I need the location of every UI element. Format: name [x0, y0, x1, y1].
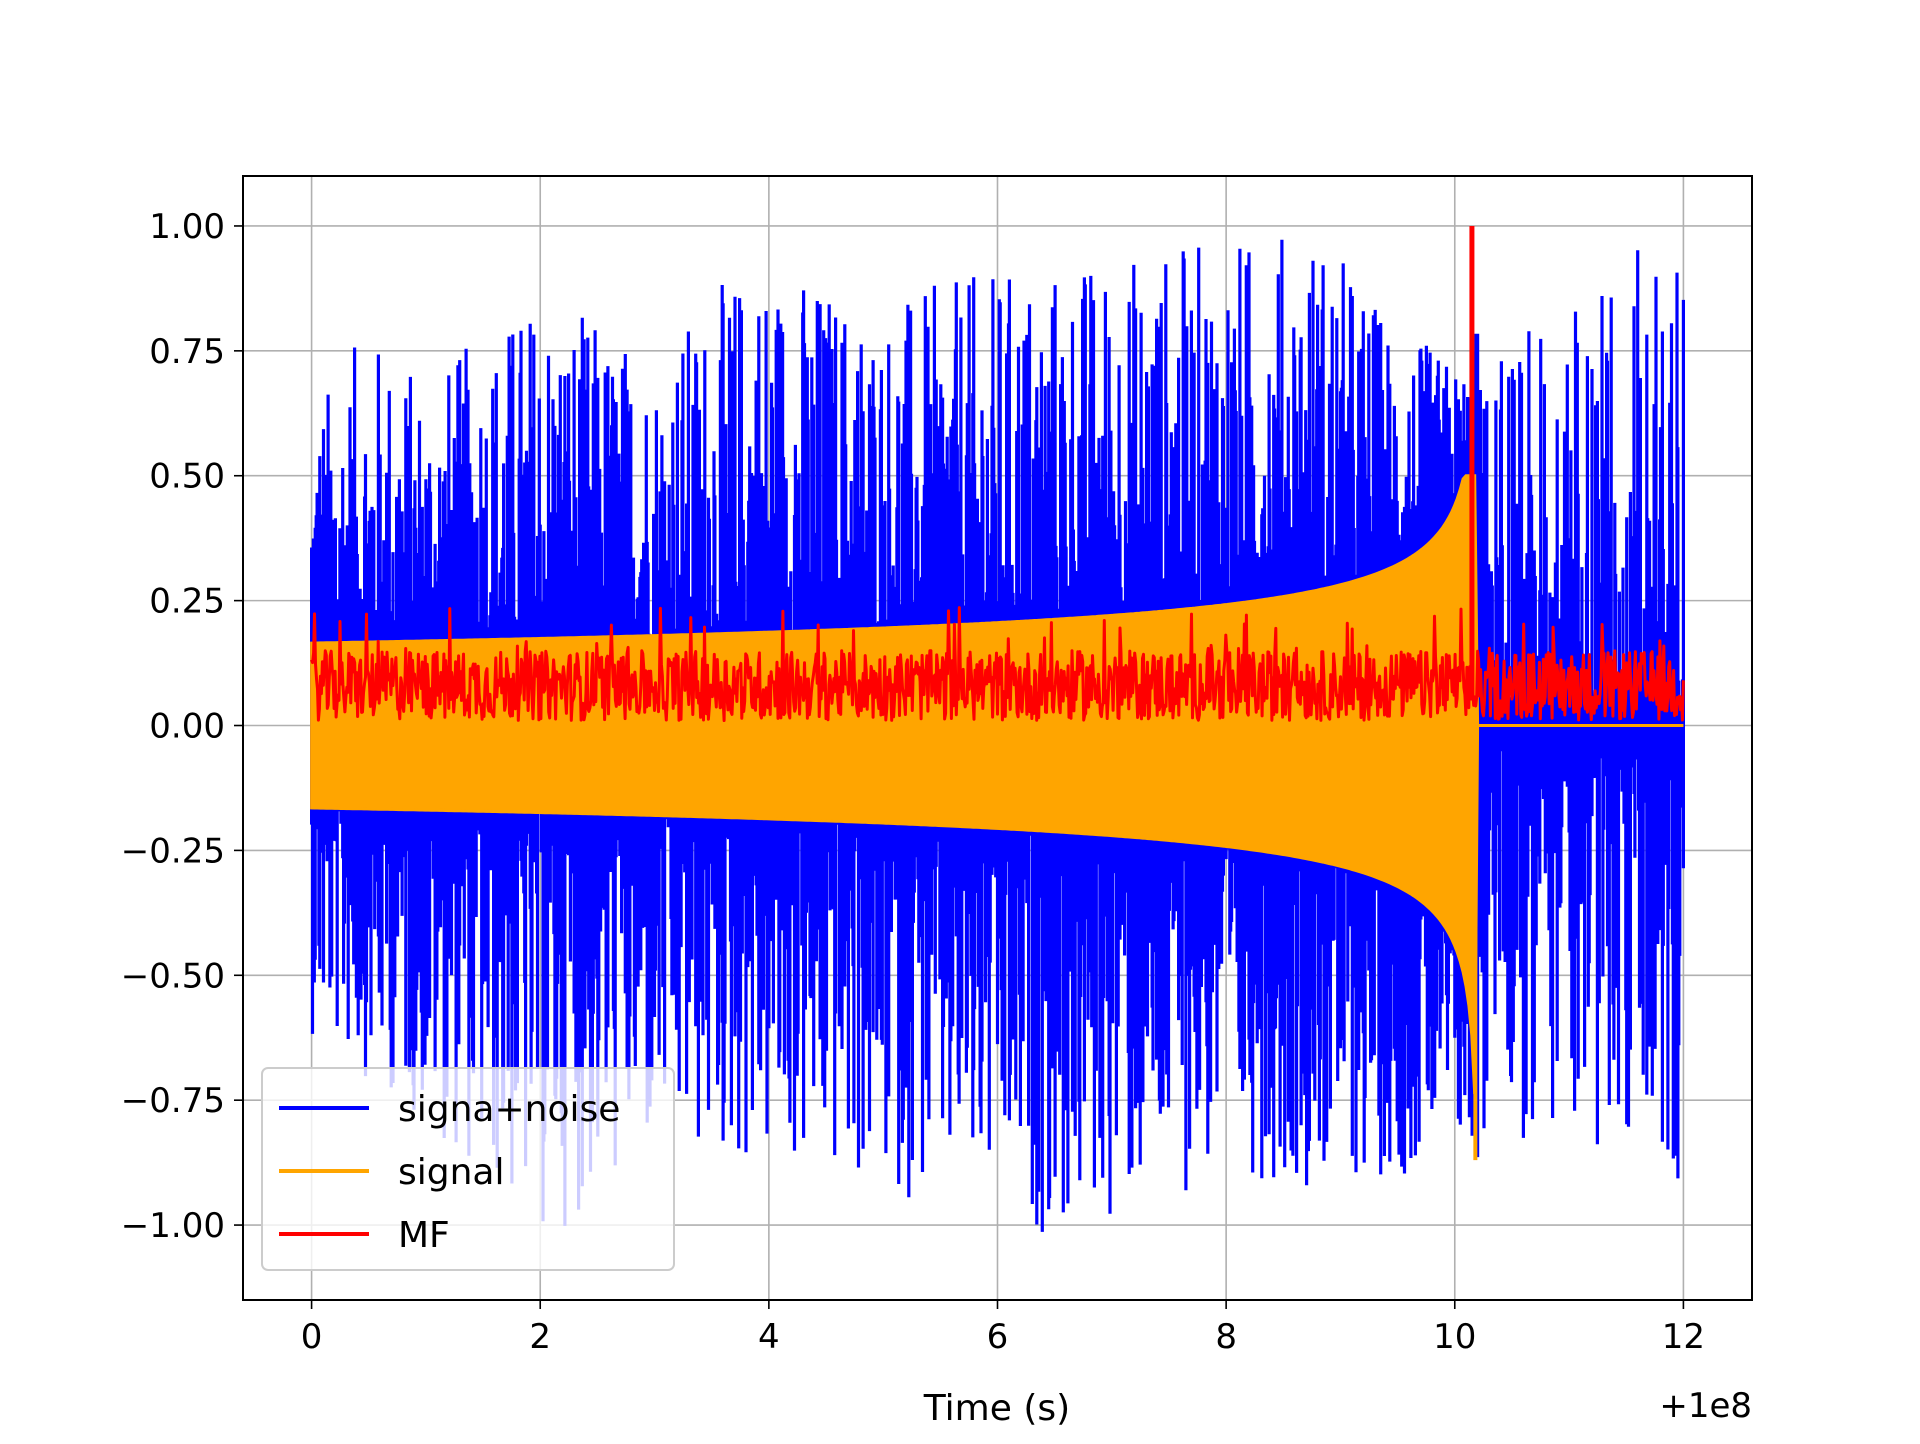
y-tick-label: 0.75: [149, 332, 225, 372]
x-tick-label: 10: [1433, 1317, 1476, 1357]
x-tick-label: 6: [987, 1317, 1009, 1357]
legend-box: [261, 1067, 675, 1271]
series-layer: [310, 225, 1685, 1232]
axis-ticks: 0 2 4 6 8 10 12 1.00 0.75 0.50 0.25 0.00 −0.25 −0.50 −…: [121, 207, 1705, 1357]
y-tick-label: 0.25: [149, 582, 225, 622]
series-mf-line: [310, 606, 1685, 722]
y-tick-label: −0.25: [121, 831, 225, 871]
y-tick-label: 0.00: [149, 707, 225, 747]
x-tick-label: 12: [1662, 1317, 1705, 1357]
x-tick-label: 4: [758, 1317, 780, 1357]
legend: signa+noise signal MF: [261, 1067, 675, 1271]
y-tick-label: −0.75: [121, 1081, 225, 1121]
y-tick-label: 0.50: [149, 457, 225, 497]
legend-label: signal: [398, 1152, 505, 1193]
x-axis-offset-label: +1e8: [1659, 1386, 1752, 1426]
y-tick-label: −0.50: [121, 956, 225, 996]
legend-label: signa+noise: [398, 1089, 620, 1130]
x-tick-label: 0: [301, 1317, 323, 1357]
x-tick-label: 8: [1215, 1317, 1237, 1357]
y-tick-label: −1.00: [121, 1206, 225, 1246]
legend-label: MF: [398, 1215, 450, 1256]
y-tick-label: 1.00: [149, 207, 225, 247]
x-tick-label: 2: [529, 1317, 551, 1357]
x-axis-title: Time (s): [923, 1388, 1070, 1429]
